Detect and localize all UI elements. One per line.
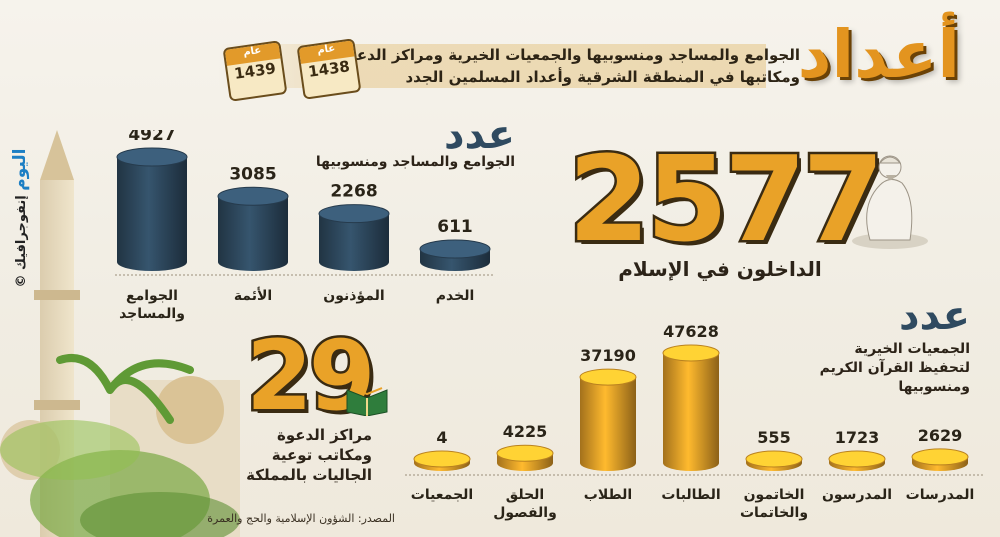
bar: [419, 239, 491, 271]
subtitle-line-1: الجوامع والمساجد ومنسوبيها والجمعيات الخ…: [338, 46, 800, 64]
category-label: الأئمة: [234, 287, 272, 304]
category-label: والخاتمات: [740, 505, 808, 521]
charity-bar-chart: 4 الجمعيات 4225 الحلق والفصول 37190 الطلاب 4762…: [405, 322, 985, 521]
category-label: المدرسون: [822, 487, 892, 503]
category-label: الجوامع: [126, 288, 178, 304]
mosque-bar-chart: 4927 الجوامع والمساجد 3085 الأئمة 2268 المؤذنو…: [115, 130, 495, 322]
converts-label: الداخلون في الإسلام: [618, 257, 822, 281]
category-label: الجمعيات: [411, 487, 473, 503]
category-label: الحلق: [506, 487, 544, 503]
bar-body: [117, 157, 187, 271]
value-label: 47628: [663, 322, 719, 341]
bar: [496, 444, 554, 471]
value-label: 4: [436, 428, 447, 447]
credit-text: إنفوجرافيك ©: [14, 195, 29, 288]
bar-top: [828, 450, 886, 468]
bar: [745, 450, 803, 471]
bar: [579, 368, 637, 471]
mosque-chart-subheading: الجوامع والمساجد ومنسوبيها: [315, 154, 515, 170]
bar-top: [911, 448, 969, 466]
centers-label-line-2: ومكاتب توعية: [271, 446, 372, 464]
bar: [911, 448, 969, 471]
bar-body: [319, 213, 389, 271]
bar-top: [662, 344, 720, 362]
bar-top: [413, 450, 471, 468]
value-label: 37190: [580, 346, 636, 365]
praying-man-illustration: [852, 155, 928, 249]
bar-top: [217, 186, 289, 206]
bar-top: [496, 444, 554, 462]
category-label: والفصول: [493, 505, 557, 521]
charity-subheading-line-1: الجمعيات الخيرية: [854, 341, 970, 357]
bar-top: [318, 204, 390, 224]
subtitle: الجوامع والمساجد ومنسوبيها والجمعيات الخ…: [240, 44, 800, 88]
category-label: والمساجد: [119, 306, 185, 322]
category-label: المؤذنون: [323, 288, 384, 304]
bar: [116, 147, 188, 271]
value-label: 4927: [128, 130, 175, 145]
bar-body: [580, 377, 636, 471]
bar-body: [218, 196, 288, 271]
value-label: 3085: [229, 164, 276, 184]
centers-label-line-3: الجاليات بالمملكة: [246, 466, 372, 484]
charity-chart-heading: عدد: [899, 293, 970, 339]
brand-logo: اليوم: [10, 148, 30, 191]
bar-top: [745, 450, 803, 468]
value-label: 2629: [918, 426, 963, 445]
calendar-1438: عام 1438: [296, 36, 362, 100]
category-label: الطالبات: [661, 487, 720, 503]
value-label: 1723: [835, 428, 880, 447]
bar: [413, 450, 471, 471]
centers-label: مراكز الدعوة ومكاتب توعية الجاليات بالمم…: [222, 425, 372, 485]
quran-book-icon: [346, 387, 388, 416]
mosque-chart-heading: عدد: [444, 112, 515, 158]
value-label: 555: [757, 428, 790, 447]
category-label: الخاتمون: [744, 487, 805, 503]
value-label: 2268: [330, 182, 377, 202]
charity-subheading-line-3: ومنسوبيها: [898, 379, 970, 395]
bar-top: [579, 368, 637, 386]
bar-body: [663, 353, 719, 471]
bar-top: [116, 147, 188, 167]
bar: [828, 450, 886, 471]
brand-credit: اليوم إنفوجرافيك ©: [2, 148, 32, 310]
centers-label-line-1: مراكز الدعوة: [277, 426, 372, 444]
value-label: 4225: [503, 422, 548, 441]
category-label: الخدم: [436, 288, 475, 304]
charity-chart-subheading: الجمعيات الخيرية لتحفيظ القرآن الكريم وم…: [790, 340, 970, 397]
bar: [217, 186, 289, 271]
bar-top: [419, 239, 491, 259]
bar: [662, 344, 720, 471]
category-label: المدرسات: [906, 487, 975, 503]
calendar-1439: عام 1439: [222, 38, 288, 102]
source-note: المصدر: الشؤون الإسلامية والحج والعمرة: [207, 512, 395, 525]
converts-number: 2577: [565, 130, 886, 268]
mosque-illustration: [0, 130, 240, 537]
category-label: الطلاب: [584, 487, 632, 503]
page-title: أعداد: [797, 16, 962, 93]
bar: [318, 204, 390, 271]
charity-subheading-line-2: لتحفيظ القرآن الكريم: [819, 360, 970, 376]
value-label: 611: [437, 217, 473, 237]
subtitle-line-2: ومكاتبها في المنطقة الشرقية وأعداد المسل…: [405, 68, 800, 86]
